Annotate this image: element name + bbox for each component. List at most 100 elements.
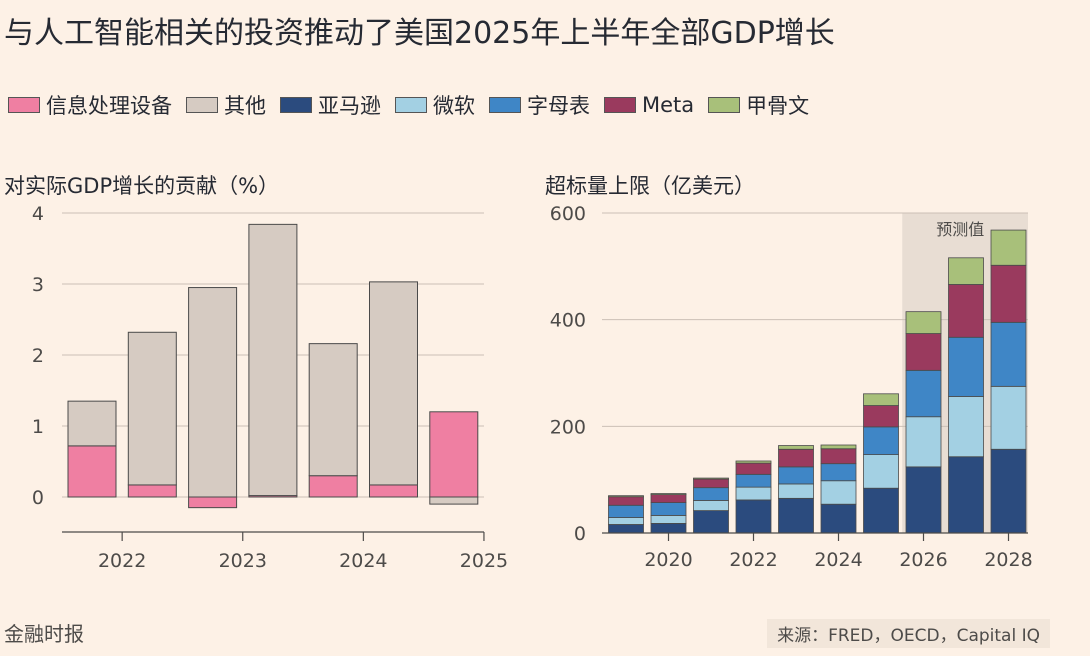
- bar-segment: [735, 486, 772, 501]
- bar-segment: [905, 416, 942, 468]
- page-title: 与人工智能相关的投资推动了美国2025年上半年全部GDP增长: [4, 16, 835, 51]
- bar-segment: [693, 500, 729, 512]
- x-tick-label: 2022: [98, 550, 146, 572]
- x-tick-label: 2023: [219, 550, 267, 572]
- legend-item-alphabet: 字母表: [489, 90, 590, 120]
- bar-segment: [429, 411, 479, 498]
- legend-swatch: [8, 97, 40, 113]
- bar-segment: [778, 497, 814, 534]
- bar-segment: [948, 396, 984, 458]
- bar-segment: [863, 454, 899, 489]
- x-tick-label: 2026: [899, 549, 947, 571]
- bar-segment: [948, 284, 984, 338]
- x-tick-label: 2024: [339, 550, 387, 572]
- bar-segment: [650, 522, 687, 534]
- bar-segment: [608, 504, 644, 518]
- legend-label: 微软: [433, 94, 475, 118]
- legend-item-amazon: 亚马逊: [280, 90, 381, 120]
- bar-segment: [990, 448, 1027, 534]
- y-tick-label: 0: [32, 487, 44, 509]
- bar-segment: [693, 477, 729, 480]
- y-tick-label: 600: [550, 203, 586, 225]
- bar-segment: [863, 393, 899, 406]
- bar-segment: [820, 448, 857, 465]
- bar-segment: [990, 229, 1027, 266]
- x-tick-label: 2028: [984, 549, 1032, 571]
- bar-segment: [948, 456, 984, 534]
- bar-segment: [778, 445, 814, 450]
- bar-segment: [608, 517, 644, 525]
- bar-segment: [188, 287, 238, 498]
- x-tick-label: 2022: [729, 549, 777, 571]
- legend-label: 亚马逊: [318, 94, 381, 118]
- bar-segment: [820, 463, 857, 482]
- bar-segment: [650, 502, 687, 516]
- bar-segment: [820, 503, 857, 534]
- bar-segment: [735, 473, 772, 488]
- legend-label: Meta: [642, 93, 695, 117]
- bar-segment: [778, 448, 814, 468]
- y-tick-label: 1: [32, 416, 44, 438]
- left-chart-title: 对实际GDP增长的贡献（%）: [4, 174, 280, 198]
- bar-segment: [608, 495, 644, 498]
- legend-item-microsoft: 微软: [395, 90, 475, 120]
- bar-segment: [778, 466, 814, 485]
- bar-segment: [735, 499, 772, 534]
- bar-segment: [905, 369, 942, 418]
- right-chart-title: 超标量上限（亿美元）: [545, 174, 755, 198]
- y-tick-label: 0: [574, 523, 586, 545]
- footer-source-left: 金融时报: [4, 622, 84, 646]
- bar-segment: [650, 514, 687, 524]
- x-tick-label: 2025: [460, 550, 508, 572]
- legend-swatch: [186, 97, 218, 113]
- legend-item-oracle: 甲骨文: [708, 90, 809, 120]
- bar-segment: [863, 487, 899, 534]
- legend-swatch: [489, 97, 521, 113]
- legend-label: 信息处理设备: [46, 94, 172, 118]
- y-tick-label: 4: [32, 203, 44, 225]
- bar-segment: [863, 426, 899, 456]
- legend-swatch: [395, 97, 427, 113]
- bar-segment: [990, 321, 1027, 387]
- bar-segment: [863, 405, 899, 428]
- bar-segment: [127, 484, 177, 498]
- legend-item-info-equipment: 信息处理设备: [8, 90, 172, 120]
- bar-segment: [905, 311, 942, 334]
- legend-swatch: [708, 97, 741, 113]
- bar-segment: [188, 496, 238, 509]
- bar-segment: [820, 444, 857, 450]
- bar-segment: [650, 493, 687, 495]
- footer-source-right: 来源：FRED，OECD，Capital IQ: [767, 619, 1050, 648]
- bar-segment: [905, 333, 942, 371]
- capex-chart: 预测值 0 200 400 600 2020 2022 2024 2026 2028: [550, 203, 1033, 571]
- bar-segment: [67, 445, 117, 498]
- bar-segment: [308, 343, 358, 477]
- x-tick-label: 2020: [644, 549, 692, 571]
- bar-segment: [948, 336, 984, 397]
- bar-segment: [693, 478, 729, 489]
- bar-segment: [948, 257, 984, 285]
- y-tick-label: 3: [32, 274, 44, 296]
- legend-item-meta: Meta: [604, 93, 694, 117]
- bar-segment: [990, 385, 1027, 450]
- legend-swatch: [280, 97, 312, 113]
- bar-segment: [608, 496, 644, 506]
- bar-segment: [735, 462, 772, 475]
- legend: 信息处理设备 其他 亚马逊 微软 字母表 Meta 甲骨文: [8, 90, 809, 120]
- bar-segment: [308, 475, 358, 498]
- bar-segment: [127, 331, 177, 486]
- bar-segment: [67, 400, 117, 447]
- bar-segment: [820, 480, 857, 505]
- bar-segment: [429, 496, 479, 505]
- legend-swatch: [604, 97, 636, 113]
- bar-segment: [905, 466, 942, 534]
- bar-segment: [369, 484, 418, 498]
- bar-segment: [778, 483, 814, 499]
- forecast-label: 预测值: [936, 220, 984, 239]
- gdp-contribution-chart: 0 1 2 3 4 2022 2023 2024 2025: [32, 203, 508, 572]
- y-tick-label: 400: [550, 310, 586, 332]
- bar-segment: [735, 460, 772, 464]
- y-tick-label: 200: [550, 416, 586, 438]
- bar-segment: [608, 524, 644, 534]
- bar-segment: [369, 281, 418, 486]
